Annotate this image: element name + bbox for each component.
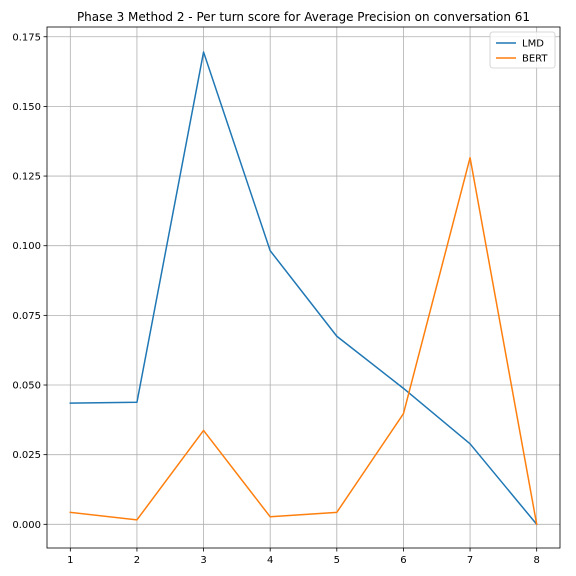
x-tick-label: 3	[200, 555, 206, 566]
x-tick-label: 5	[334, 555, 340, 566]
y-tick-label: 0.025	[12, 450, 41, 461]
y-tick-label: 0.100	[12, 241, 41, 252]
plot-area-frame	[46, 26, 561, 549]
legend-box	[489, 31, 556, 69]
x-tick-label: 1	[67, 555, 73, 566]
x-tick-label: 2	[134, 555, 140, 566]
y-tick-label: 0.150	[12, 102, 41, 113]
chart-title: Phase 3 Method 2 - Per turn score for Av…	[77, 10, 530, 24]
x-tick-label: 4	[267, 555, 273, 566]
legend-label-lmd: LMD	[522, 39, 544, 50]
legend-label-bert: BERT	[522, 54, 548, 65]
x-tick-label: 6	[400, 555, 406, 566]
series-line-lmd	[69, 51, 538, 526]
y-tick-label: 0.075	[12, 311, 41, 322]
y-tick-label: 0.050	[12, 381, 41, 392]
grid-lines	[47, 27, 560, 548]
y-tick-label: 0.125	[12, 172, 41, 183]
y-tick-label: 0.175	[12, 32, 41, 43]
axis-ticks: 1 2 3 4 5 6 7 8 0.000 0.025 0.050 0.075 0.100 0.125 0.…	[12, 32, 540, 566]
y-tick-label: 0.000	[12, 520, 41, 531]
plot-series	[69, 51, 538, 526]
series-line-bert	[69, 156, 538, 526]
legend: LMD BERT	[489, 31, 556, 69]
x-tick-label: 7	[467, 555, 473, 566]
x-tick-label: 8	[533, 555, 539, 566]
